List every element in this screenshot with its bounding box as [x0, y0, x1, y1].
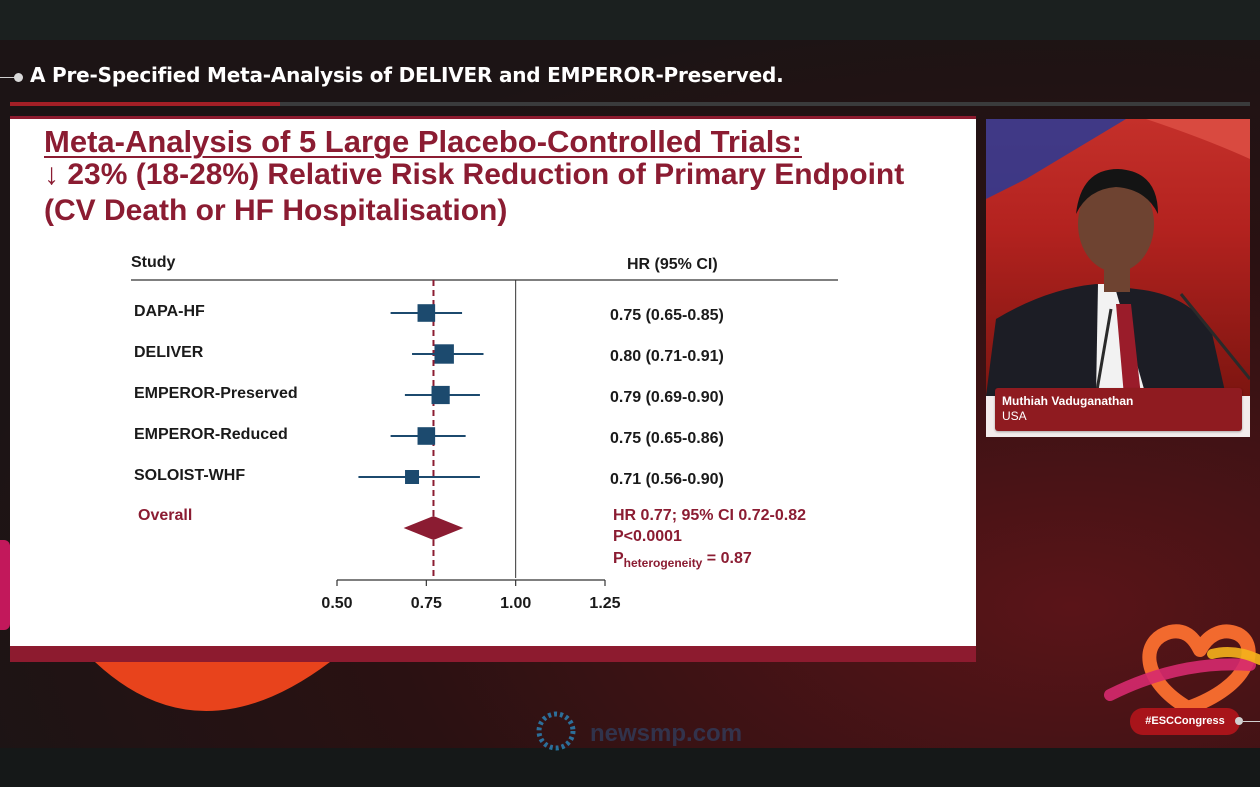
overall-diamond: [403, 516, 464, 540]
study-hr-marker: [405, 470, 420, 484]
overall-hr-text: HR 0.77; 95% CI 0.72-0.82: [613, 507, 806, 524]
column-header-study: Study: [131, 254, 176, 271]
study-name: SOLOIST-WHF: [134, 467, 245, 484]
slide-title-line3: (CV Death or HF Hospitalisation): [44, 194, 508, 227]
study-hr-marker: [431, 385, 450, 405]
overall-p-value: P<0.0001: [613, 528, 682, 545]
study-name: DAPA-HF: [134, 303, 205, 320]
study-hr-value: 0.71 (0.56-0.90): [610, 471, 724, 488]
speaker-name: Muthiah Vaduganathan: [1002, 394, 1134, 408]
study-hr-value: 0.75 (0.65-0.85): [610, 307, 724, 324]
column-header-hr: HR (95% CI): [627, 256, 718, 273]
headline-rule-accent: [10, 102, 280, 106]
x-tick-label: 1.25: [589, 595, 620, 612]
slide-title-line1: Meta-Analysis of 5 Large Placebo-Control…: [44, 124, 802, 159]
speaker-name-card: [995, 388, 1242, 431]
watermark-text: newsmp.com: [590, 720, 742, 747]
top-bar: [0, 0, 1260, 40]
study-name: DELIVER: [134, 344, 204, 361]
watermark-logo-icon: [536, 711, 576, 751]
x-tick-label: 0.50: [321, 595, 352, 612]
headline-rule: [10, 102, 1250, 106]
slide-panel: [10, 119, 976, 646]
study-hr-marker: [417, 427, 436, 445]
bottom-bar: [0, 748, 1260, 787]
hashtag-connector: [1243, 721, 1260, 722]
study-hr-value: 0.75 (0.65-0.86): [610, 430, 724, 447]
headline-text: A Pre-Specified Meta-Analysis of DELIVER…: [30, 63, 784, 87]
watermark: newsmp.com: [536, 711, 742, 751]
speaker-video: [986, 119, 1250, 396]
headline-connector: [0, 77, 16, 78]
speaker-country: USA: [1002, 409, 1027, 423]
study-hr-marker: [434, 344, 454, 364]
esc-heart-logo: [1104, 624, 1260, 715]
study-hr-value: 0.79 (0.69-0.90): [610, 389, 724, 406]
study-hr-value: 0.80 (0.71-0.91): [610, 348, 724, 365]
heterogeneity-p-value: Pheterogeneity = 0.87: [613, 550, 752, 570]
headline-bullet: [14, 73, 23, 82]
study-name: EMPEROR-Preserved: [134, 385, 298, 402]
study-name: EMPEROR-Reduced: [134, 426, 288, 443]
study-hr-marker: [417, 304, 436, 322]
slide-title-line2: ↓ 23% (18-28%) Relative Risk Reduction o…: [44, 158, 905, 191]
x-tick-label: 1.00: [500, 595, 531, 612]
hashtag-dot: [1235, 717, 1243, 725]
hashtag-badge: #ESCCongress: [1130, 708, 1240, 735]
x-tick-label: 0.75: [411, 595, 442, 612]
speaker-silhouette: [986, 119, 1250, 396]
overall-label: Overall: [138, 507, 192, 524]
decorative-shape: [0, 540, 10, 630]
